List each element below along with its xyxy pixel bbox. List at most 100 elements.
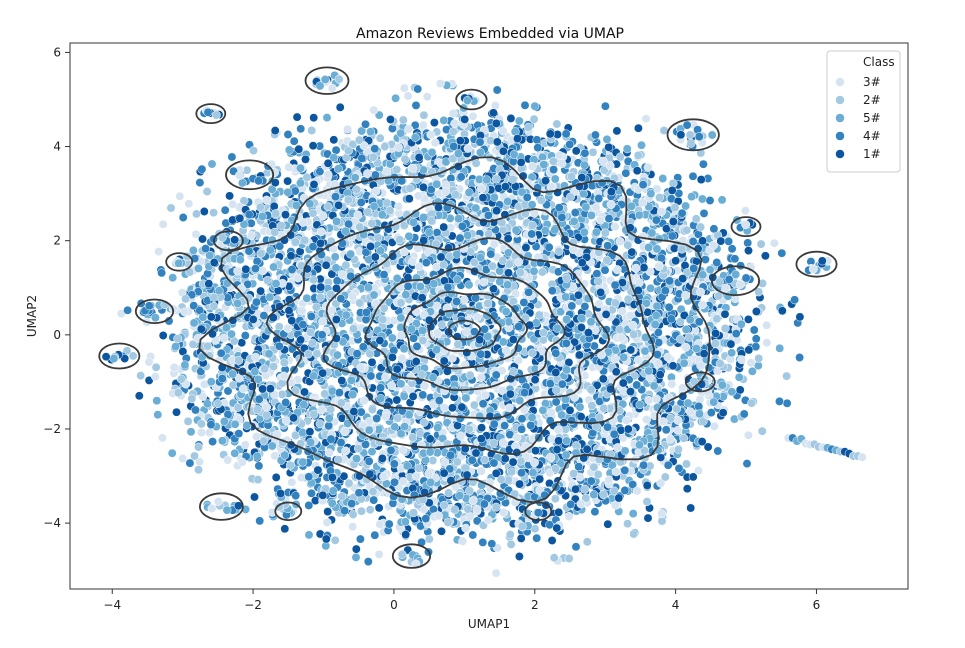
scatter-point (554, 507, 564, 517)
scatter-point (393, 413, 403, 423)
scatter-point (557, 410, 567, 420)
scatter-point (471, 203, 481, 213)
scatter-point (709, 224, 719, 234)
scatter-point (633, 355, 643, 365)
scatter-point (240, 331, 250, 341)
scatter-point (308, 208, 318, 218)
scatter-point (550, 494, 560, 504)
scatter-point (404, 194, 414, 204)
scatter-point (751, 307, 761, 316)
scatter-point (594, 193, 604, 203)
scatter-point (550, 174, 560, 184)
scatter-point (419, 212, 428, 222)
scatter-point (593, 276, 603, 286)
scatter-point (400, 517, 410, 527)
scatter-point (663, 460, 673, 470)
scatter-point (643, 162, 653, 172)
scatter-point (677, 208, 687, 218)
scatter-point (711, 339, 720, 348)
scatter-point (203, 269, 213, 279)
scatter-point (346, 375, 356, 385)
scatter-point (300, 235, 310, 245)
scatter-point (439, 356, 449, 366)
scatter-point (379, 303, 389, 313)
scatter-point (230, 448, 240, 458)
scatter-point (579, 227, 589, 237)
scatter-point (286, 251, 296, 261)
scatter-point (386, 445, 396, 455)
scatter-point (234, 356, 244, 365)
scatter-point (516, 533, 526, 543)
scatter-point (358, 342, 368, 352)
scatter-point (520, 388, 530, 398)
scatter-point (398, 115, 408, 125)
scatter-point (434, 396, 444, 405)
scatter-point (489, 192, 499, 202)
scatter-point (375, 519, 385, 529)
scatter-point (668, 217, 678, 227)
scatter-point (397, 353, 407, 363)
scatter-point (505, 530, 515, 540)
scatter-point (220, 205, 230, 215)
scatter-point (746, 358, 756, 368)
scatter-point (356, 198, 366, 207)
scatter-point (500, 454, 510, 464)
scatter-point (565, 140, 575, 149)
scatter-point (530, 375, 540, 385)
scatter-point (730, 254, 740, 264)
scatter-point (439, 222, 449, 232)
scatter-point (287, 477, 297, 487)
scatter-point (552, 119, 562, 129)
scatter-point (298, 217, 308, 227)
scatter-point (642, 415, 651, 425)
scatter-point (434, 202, 443, 212)
scatter-point (697, 194, 707, 204)
scatter-point (337, 270, 347, 279)
scatter-point (598, 374, 608, 384)
scatter-point (576, 499, 586, 509)
scatter-point (344, 478, 354, 488)
scatter-point (463, 504, 473, 514)
scatter-point (262, 410, 271, 420)
scatter-point (337, 376, 347, 386)
scatter-point (306, 327, 315, 337)
scatter-point (238, 384, 248, 394)
scatter-point (747, 366, 757, 376)
scatter-point (724, 236, 734, 246)
scatter-point (595, 412, 605, 422)
scatter-point (503, 196, 513, 206)
scatter-point (476, 373, 486, 382)
scatter-point (291, 491, 301, 501)
scatter-point (682, 459, 691, 469)
scatter-point (365, 505, 375, 515)
scatter-point (223, 386, 233, 396)
scatter-point (472, 312, 482, 322)
scatter-point (373, 232, 383, 242)
scatter-point (469, 400, 479, 410)
scatter-point (564, 358, 574, 367)
scatter-point (533, 143, 543, 153)
scatter-point (301, 154, 310, 164)
scatter-point (737, 355, 747, 365)
scatter-point (639, 460, 649, 470)
scatter-point (592, 269, 602, 279)
scatter-point (253, 374, 263, 384)
scatter-point (455, 136, 465, 146)
scatter-point (361, 307, 371, 317)
scatter-point (644, 243, 654, 252)
scatter-point (295, 163, 305, 173)
scatter-point (377, 210, 387, 220)
scatter-point (550, 225, 560, 235)
scatter-point (667, 379, 677, 389)
scatter-point (673, 425, 683, 435)
scatter-point (486, 249, 496, 259)
scatter-point (193, 263, 203, 273)
scatter-point (557, 212, 567, 222)
scatter-point (499, 508, 509, 517)
scatter-point (634, 210, 644, 220)
scatter-point (478, 193, 488, 203)
scatter-point (471, 293, 481, 303)
scatter-point (683, 398, 693, 408)
scatter-points (101, 70, 867, 578)
scatter-point (462, 327, 472, 337)
